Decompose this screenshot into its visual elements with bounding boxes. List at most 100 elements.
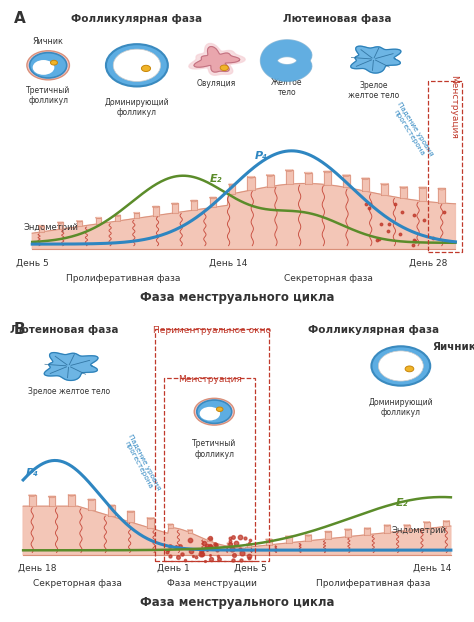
- Text: День 14: День 14: [413, 564, 452, 573]
- Polygon shape: [108, 505, 115, 516]
- Polygon shape: [172, 203, 178, 205]
- Text: Зрелое
желтое тело: Зрелое желтое тело: [348, 81, 399, 100]
- Polygon shape: [115, 215, 120, 216]
- Text: Зрелое желтое тело: Зрелое желтое тело: [27, 388, 109, 396]
- Text: Менструация: Менструация: [178, 375, 242, 384]
- Polygon shape: [305, 535, 311, 541]
- Circle shape: [33, 60, 55, 75]
- Polygon shape: [285, 170, 293, 172]
- Circle shape: [372, 346, 430, 386]
- Circle shape: [113, 49, 161, 81]
- Circle shape: [378, 351, 423, 381]
- Bar: [155, 330, 269, 561]
- Text: В: В: [14, 322, 26, 337]
- Text: День 5: День 5: [16, 258, 49, 267]
- Polygon shape: [188, 530, 192, 531]
- Polygon shape: [77, 221, 82, 226]
- Polygon shape: [172, 203, 178, 213]
- Polygon shape: [419, 187, 426, 201]
- Text: День 5: День 5: [234, 564, 267, 573]
- Text: Пролиферативная фаза: Пролиферативная фаза: [316, 579, 431, 588]
- Polygon shape: [362, 178, 369, 191]
- Polygon shape: [227, 543, 232, 544]
- Polygon shape: [247, 177, 255, 178]
- Polygon shape: [266, 539, 272, 545]
- Text: Третичный
фолликул: Третичный фолликул: [26, 85, 70, 105]
- Polygon shape: [424, 522, 429, 529]
- Polygon shape: [247, 544, 251, 545]
- Text: Пролиферативная фаза: Пролиферативная фаза: [66, 274, 181, 282]
- Polygon shape: [325, 531, 331, 539]
- Polygon shape: [400, 187, 407, 188]
- Polygon shape: [286, 536, 292, 537]
- Circle shape: [194, 398, 234, 425]
- Polygon shape: [29, 495, 36, 496]
- Text: Падение уровня
прогестерона: Падение уровня прогестерона: [121, 433, 162, 494]
- Text: Фолликулярная фаза: Фолликулярная фаза: [308, 325, 439, 335]
- Text: А: А: [14, 11, 26, 26]
- Polygon shape: [48, 496, 55, 506]
- Polygon shape: [365, 528, 370, 535]
- Text: День 28: День 28: [409, 258, 447, 267]
- Text: P₄: P₄: [26, 468, 38, 478]
- Text: Фаза менструации: Фаза менструации: [167, 579, 257, 588]
- Circle shape: [29, 53, 67, 78]
- Polygon shape: [365, 528, 370, 529]
- Polygon shape: [343, 175, 350, 187]
- Text: Эндометрий: Эндометрий: [392, 526, 447, 535]
- Polygon shape: [362, 178, 369, 180]
- Text: E₂: E₂: [396, 498, 409, 508]
- Polygon shape: [96, 218, 101, 224]
- Polygon shape: [108, 505, 115, 506]
- Text: Яичник: Яичник: [33, 37, 64, 46]
- Polygon shape: [286, 536, 292, 543]
- Text: Фолликулярная фаза: Фолликулярная фаза: [71, 14, 202, 24]
- Polygon shape: [189, 44, 245, 75]
- Polygon shape: [381, 183, 388, 185]
- Polygon shape: [324, 171, 331, 185]
- Polygon shape: [345, 529, 351, 531]
- Text: Третичный
фолликул: Третичный фолликул: [192, 439, 237, 458]
- Text: Овуляция: Овуляция: [197, 80, 236, 88]
- Polygon shape: [147, 518, 154, 528]
- Polygon shape: [404, 525, 410, 526]
- Polygon shape: [128, 511, 134, 522]
- Text: P₄: P₄: [255, 151, 268, 160]
- Polygon shape: [134, 213, 139, 218]
- Polygon shape: [134, 213, 139, 214]
- Polygon shape: [305, 172, 312, 174]
- Polygon shape: [96, 218, 101, 219]
- Text: Лютеиновая фаза: Лютеиновая фаза: [10, 325, 118, 335]
- Polygon shape: [384, 525, 390, 532]
- Polygon shape: [23, 506, 451, 555]
- Circle shape: [141, 65, 151, 72]
- Polygon shape: [210, 197, 216, 198]
- Text: Доминирующий
фолликул: Доминирующий фолликул: [105, 98, 169, 118]
- Polygon shape: [68, 494, 75, 506]
- Polygon shape: [128, 511, 134, 513]
- Circle shape: [217, 407, 223, 412]
- Polygon shape: [44, 353, 98, 381]
- Polygon shape: [147, 518, 154, 519]
- Text: День 1: День 1: [157, 564, 190, 573]
- Polygon shape: [77, 221, 82, 222]
- Circle shape: [197, 400, 232, 424]
- Text: День 14: День 14: [209, 258, 247, 267]
- Text: Периментруальное окно: Периментруальное окно: [153, 327, 271, 335]
- Text: Фаза менструального цикла: Фаза менструального цикла: [140, 291, 334, 304]
- Polygon shape: [194, 47, 240, 72]
- Text: Фаза менструального цикла: Фаза менструального цикла: [140, 596, 334, 609]
- Text: День 18: День 18: [18, 564, 56, 573]
- Polygon shape: [247, 177, 255, 190]
- Polygon shape: [404, 525, 410, 531]
- Circle shape: [27, 51, 69, 80]
- Text: Доминирующий
фолликул: Доминирующий фолликул: [368, 398, 433, 417]
- Polygon shape: [351, 46, 401, 73]
- Text: Секреторная фаза: Секреторная фаза: [33, 579, 122, 588]
- Circle shape: [106, 44, 168, 86]
- Polygon shape: [305, 172, 312, 183]
- Polygon shape: [227, 543, 232, 547]
- Text: Падение уровня
прогестерона: Падение уровня прогестерона: [390, 101, 434, 160]
- Polygon shape: [88, 499, 95, 501]
- Circle shape: [50, 60, 57, 65]
